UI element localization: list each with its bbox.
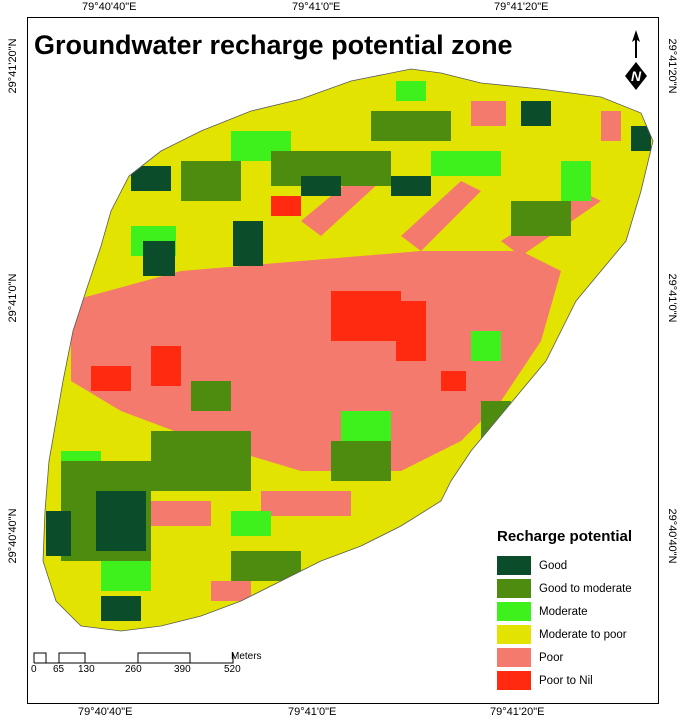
north-letter: N bbox=[631, 68, 642, 84]
scale-unit: Meters bbox=[231, 651, 262, 662]
legend-item-good-to-moderate: Good to moderate bbox=[497, 577, 657, 600]
north-arrow-icon: N bbox=[625, 30, 647, 90]
bottom-tick-3: 79°41'20"E bbox=[490, 706, 545, 718]
legend-item-poor: Poor bbox=[497, 646, 657, 669]
legend-swatch bbox=[497, 671, 531, 690]
scale-bar: Meters 0 65 130 260 390 520 bbox=[31, 651, 262, 682]
legend-swatch bbox=[497, 625, 531, 644]
basin-outline bbox=[42, 68, 654, 632]
left-tick-3: 29°40'40"N bbox=[7, 508, 19, 564]
map-title: Groundwater recharge potential zone bbox=[34, 30, 513, 60]
legend-swatch bbox=[497, 602, 531, 621]
legend-swatch bbox=[497, 648, 531, 667]
top-tick-3: 79°41'20"E bbox=[494, 1, 549, 13]
legend-item-good: Good bbox=[497, 554, 657, 577]
legend-label: Poor to Nil bbox=[539, 674, 593, 687]
scale-tick-390: 390 bbox=[174, 664, 191, 675]
legend-label: Good to moderate bbox=[539, 582, 632, 595]
legend-item-moderate: Moderate bbox=[497, 600, 657, 623]
bottom-tick-2: 79°41'0"E bbox=[288, 706, 337, 718]
legend-swatch bbox=[497, 556, 531, 575]
legend-title: Recharge potential bbox=[497, 528, 633, 545]
legend-item-moderate-to-poor: Moderate to poor bbox=[497, 623, 657, 646]
scale-tick-520: 520 bbox=[224, 664, 241, 675]
scale-tick-0: 0 bbox=[31, 664, 37, 675]
left-tick-1: 29°41'20"N bbox=[7, 38, 19, 94]
map-frame bbox=[27, 17, 659, 704]
scale-tick-260: 260 bbox=[125, 664, 142, 675]
right-tick-1: 29°41'20"N bbox=[666, 38, 678, 94]
right-tick-2: 29°41'0"N bbox=[666, 273, 678, 323]
legend-item-poor-to-nil: Poor to Nil bbox=[497, 669, 657, 692]
top-tick-1: 79°40'40"E bbox=[82, 1, 137, 13]
legend-swatch bbox=[497, 579, 531, 598]
legend: Recharge potential Good Good to moderate… bbox=[497, 528, 657, 692]
right-tick-3: 29°40'40"N bbox=[666, 508, 678, 564]
legend-label: Poor bbox=[539, 651, 564, 664]
left-tick-2: 29°41'0"N bbox=[7, 273, 19, 323]
scale-bar-graphic bbox=[33, 652, 234, 664]
recharge-zone-map bbox=[42, 68, 654, 632]
legend-label: Moderate bbox=[539, 605, 588, 618]
top-tick-2: 79°41'0"E bbox=[292, 1, 341, 13]
bottom-tick-1: 79°40'40"E bbox=[78, 706, 133, 718]
scale-tick-130: 130 bbox=[78, 664, 95, 675]
legend-label: Good bbox=[539, 559, 568, 572]
scale-tick-65: 65 bbox=[53, 664, 65, 675]
legend-label: Moderate to poor bbox=[539, 628, 627, 641]
